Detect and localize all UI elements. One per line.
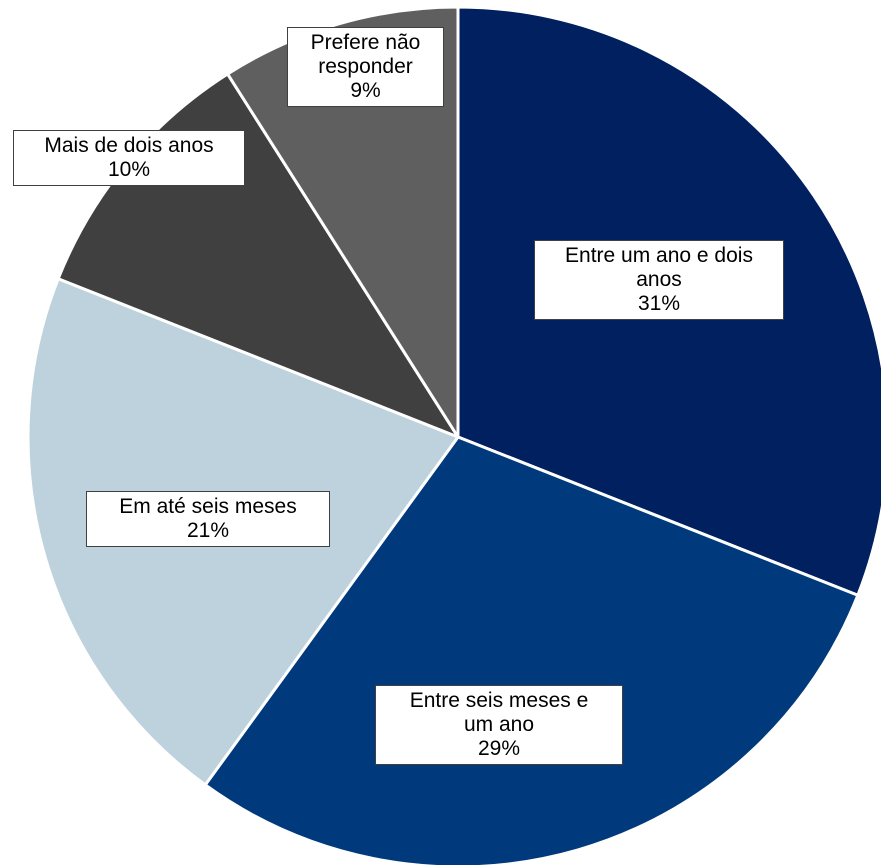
- data-label-entre-um-ano-e-dois-anos: Entre um ano e dois anos 31%: [534, 240, 784, 320]
- data-label-em-ate-seis-meses: Em até seis meses 21%: [86, 491, 330, 547]
- data-label-percent: 31%: [637, 292, 681, 315]
- data-label-percent: 9%: [350, 79, 381, 102]
- pie-slice-prefere-nao-responder: [226, 5, 460, 439]
- data-label-prefere-nao-responder: Prefere não responder 9%: [287, 27, 444, 107]
- data-label-percent: 10%: [107, 158, 151, 181]
- data-label-entre-seis-meses-e-um-ano: Entre seis meses e um ano 29%: [375, 685, 623, 765]
- data-label-percent: 29%: [477, 737, 521, 760]
- pie-slices: [26, 5, 881, 865]
- data-label-line: Entre seis meses e: [409, 689, 589, 712]
- data-label-line: anos: [636, 268, 682, 291]
- data-label-line: um ano: [463, 713, 535, 736]
- data-label-line: Entre um ano e dois: [565, 244, 753, 267]
- data-label-line: responder: [318, 55, 413, 78]
- data-label-line: Em até seis meses: [119, 495, 297, 518]
- data-label-line: Prefere não: [310, 31, 421, 54]
- pie-slice-entre-seis-meses-e-um-ano: [203, 435, 860, 865]
- data-label-percent: 21%: [186, 519, 230, 542]
- data-label-mais-de-dois-anos: Mais de dois anos 10%: [13, 130, 245, 186]
- data-label-line: Mais de dois anos: [44, 134, 214, 157]
